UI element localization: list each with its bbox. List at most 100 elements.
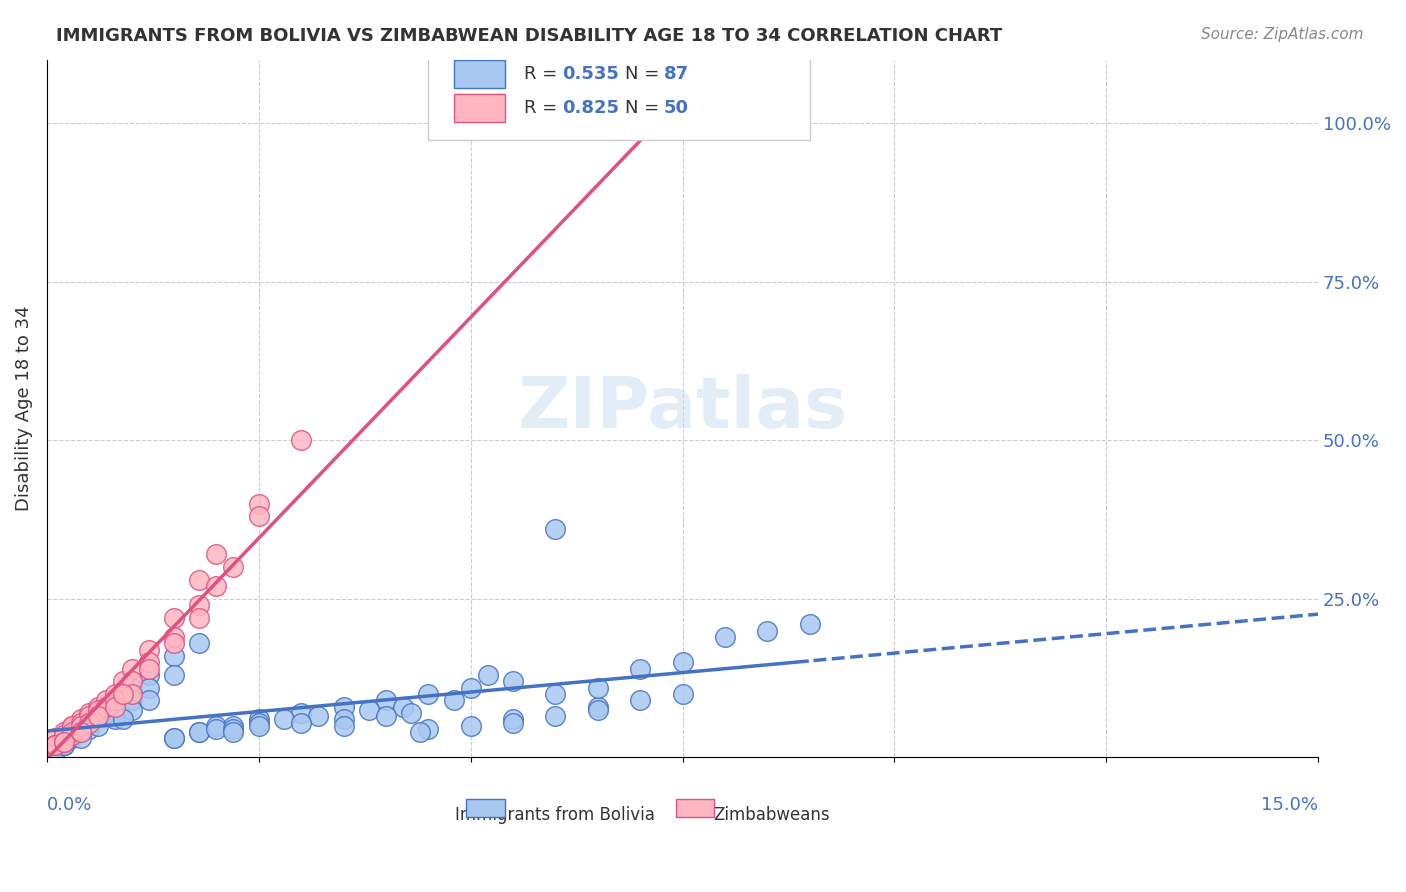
Point: [60, 728, 83, 742]
Point: [60, 731, 83, 746]
Point: [418, 722, 440, 736]
Point: [401, 706, 423, 720]
Text: R =: R =: [523, 99, 562, 118]
Point: [52, 738, 75, 752]
Point: [628, 662, 651, 676]
FancyBboxPatch shape: [429, 42, 810, 140]
Point: [138, 668, 160, 682]
Point: [586, 699, 609, 714]
Y-axis label: Disability Age 18 to 34: Disability Age 18 to 34: [15, 306, 32, 511]
Point: [247, 497, 270, 511]
Point: [138, 681, 160, 695]
Point: [104, 693, 127, 707]
Point: [44, 744, 66, 758]
Point: [332, 699, 354, 714]
Point: [112, 674, 135, 689]
Point: [69, 712, 91, 726]
Point: [188, 598, 211, 612]
Point: [374, 709, 396, 723]
Point: [307, 709, 329, 723]
Point: [799, 617, 821, 632]
Point: [544, 709, 567, 723]
Text: Zimbabweans: Zimbabweans: [713, 806, 830, 824]
Point: [188, 611, 211, 625]
Point: [222, 719, 245, 733]
Text: 15.0%: 15.0%: [1261, 796, 1319, 814]
Point: [544, 522, 567, 536]
Point: [69, 731, 91, 746]
Point: [44, 738, 66, 752]
Point: [52, 734, 75, 748]
Text: 0.825: 0.825: [562, 99, 619, 118]
Point: [87, 719, 110, 733]
Point: [52, 731, 75, 746]
Text: Source: ZipAtlas.com: Source: ZipAtlas.com: [1201, 27, 1364, 42]
Point: [163, 731, 186, 746]
Point: [96, 693, 118, 707]
Point: [163, 648, 186, 663]
Point: [60, 719, 83, 733]
Point: [714, 630, 737, 644]
Text: 50: 50: [664, 99, 689, 118]
Point: [44, 738, 66, 752]
Text: Immigrants from Bolivia: Immigrants from Bolivia: [456, 806, 655, 824]
Point: [104, 712, 127, 726]
Point: [628, 693, 651, 707]
Point: [163, 668, 186, 682]
Point: [104, 703, 127, 717]
Point: [188, 573, 211, 587]
Point: [52, 731, 75, 746]
Point: [290, 706, 312, 720]
Point: [44, 738, 66, 752]
Point: [502, 674, 524, 689]
Point: [60, 728, 83, 742]
FancyBboxPatch shape: [676, 799, 714, 817]
Point: [290, 715, 312, 730]
Text: IMMIGRANTS FROM BOLIVIA VS ZIMBABWEAN DISABILITY AGE 18 TO 34 CORRELATION CHART: IMMIGRANTS FROM BOLIVIA VS ZIMBABWEAN DI…: [56, 27, 1002, 45]
Point: [77, 715, 100, 730]
Point: [87, 709, 110, 723]
Point: [477, 668, 499, 682]
Point: [443, 693, 465, 707]
Point: [104, 693, 127, 707]
Point: [586, 681, 609, 695]
Point: [586, 703, 609, 717]
Point: [188, 725, 211, 739]
Point: [671, 116, 693, 130]
Point: [392, 699, 415, 714]
Point: [60, 719, 83, 733]
Point: [44, 731, 66, 746]
Point: [44, 740, 66, 755]
Point: [332, 719, 354, 733]
Point: [502, 712, 524, 726]
Point: [69, 719, 91, 733]
Text: 87: 87: [664, 64, 689, 83]
Point: [121, 687, 143, 701]
Text: N =: N =: [626, 64, 665, 83]
Point: [52, 738, 75, 752]
Point: [60, 725, 83, 739]
Point: [502, 715, 524, 730]
Text: R =: R =: [523, 64, 562, 83]
Point: [52, 734, 75, 748]
Text: 0.0%: 0.0%: [46, 796, 93, 814]
Point: [69, 725, 91, 739]
Point: [163, 630, 186, 644]
Text: N =: N =: [626, 99, 665, 118]
Point: [121, 681, 143, 695]
Point: [205, 548, 228, 562]
Point: [60, 725, 83, 739]
Point: [188, 636, 211, 650]
Point: [87, 706, 110, 720]
Text: ZIPatlas: ZIPatlas: [517, 374, 848, 443]
Point: [96, 699, 118, 714]
Point: [60, 725, 83, 739]
Point: [69, 719, 91, 733]
Point: [121, 662, 143, 676]
Point: [96, 699, 118, 714]
Point: [121, 703, 143, 717]
Point: [52, 725, 75, 739]
Point: [77, 712, 100, 726]
FancyBboxPatch shape: [454, 95, 505, 122]
Point: [87, 703, 110, 717]
